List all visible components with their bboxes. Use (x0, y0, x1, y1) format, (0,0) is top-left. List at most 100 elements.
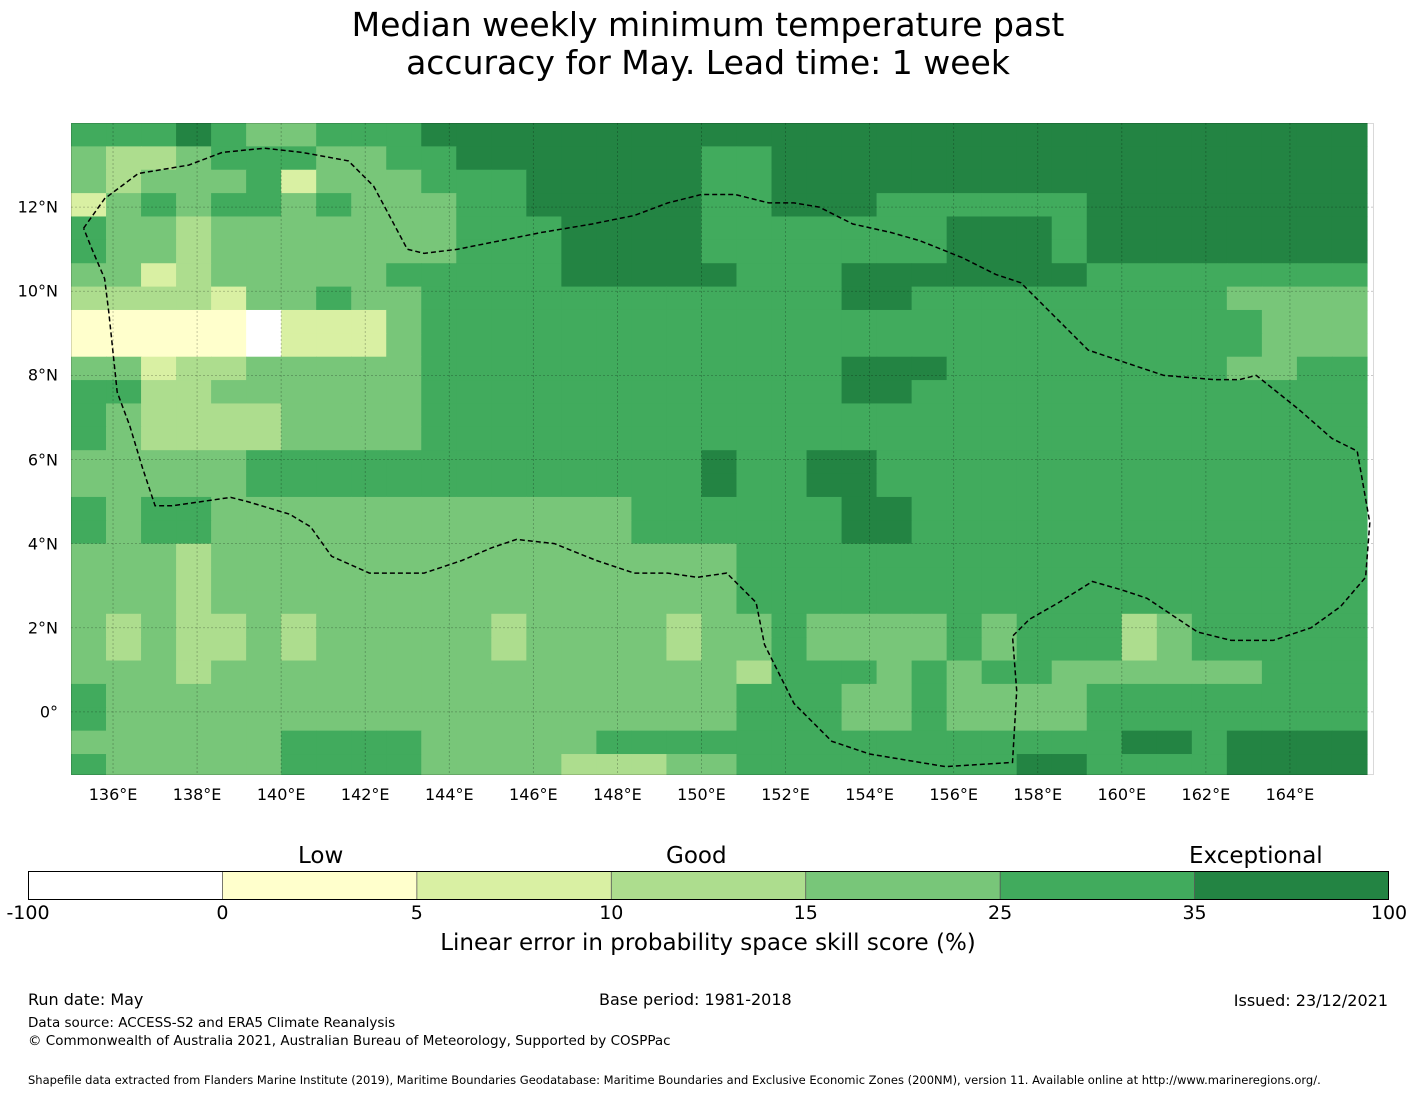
heatmap-cell (1016, 146, 1053, 171)
heatmap-cell (1156, 403, 1193, 428)
heatmap-cell (386, 730, 422, 755)
colorbar-segment (611, 871, 807, 900)
heatmap-cell (246, 333, 282, 358)
heatmap-cell (701, 613, 738, 638)
heatmap-cell (666, 356, 703, 381)
category-label-exceptional: Exceptional (1189, 843, 1323, 869)
heatmap-cell (141, 403, 177, 428)
heatmap-cell (736, 567, 773, 592)
heatmap-cell (1261, 543, 1298, 568)
heatmap-cell (841, 637, 878, 662)
heatmap-cell (1331, 193, 1368, 218)
heatmap-cell (1016, 496, 1053, 521)
heatmap-cell (1261, 426, 1298, 451)
heatmap-cell (911, 403, 948, 428)
heatmap-cell (666, 380, 703, 405)
heatmap-cell (736, 169, 773, 194)
heatmap-cell (701, 169, 738, 194)
heatmap-cell (526, 309, 562, 334)
heatmap-map (71, 123, 1374, 776)
heatmap-cell (666, 146, 703, 171)
heatmap-cell (141, 286, 177, 311)
heatmap-cell (1016, 520, 1053, 545)
heatmap-cell (911, 520, 948, 545)
heatmap-cell (281, 263, 317, 288)
heatmap-cell (981, 403, 1018, 428)
heatmap-cell (1086, 356, 1123, 381)
heatmap-cell (701, 263, 738, 288)
heatmap-cell (911, 193, 948, 218)
heatmap-cell (176, 520, 212, 545)
heatmap-cell (491, 567, 527, 592)
heatmap-cell (596, 263, 633, 288)
heatmap-cell (316, 590, 352, 615)
heatmap-cell (561, 169, 597, 194)
heatmap-cell (1051, 309, 1088, 334)
heatmap-cell (246, 239, 282, 264)
heatmap-cell (1121, 169, 1158, 194)
heatmap-cell (596, 146, 633, 171)
heatmap-cell (1121, 123, 1158, 147)
heatmap-cell (1086, 239, 1123, 264)
heatmap-cell (1086, 123, 1123, 147)
heatmap-cell (141, 356, 177, 381)
heatmap-cell (561, 146, 597, 171)
heatmap-cell (211, 590, 247, 615)
heatmap-cell (1226, 333, 1263, 358)
heatmap-cell (456, 356, 492, 381)
heatmap-cell (666, 216, 703, 241)
heatmap-cell (666, 286, 703, 311)
heatmap-cell (316, 193, 352, 218)
heatmap-cell (351, 286, 387, 311)
heatmap-cell (421, 333, 457, 358)
heatmap-cell (1331, 333, 1368, 358)
heatmap-cell (666, 520, 703, 545)
heatmap-cell (946, 356, 983, 381)
heatmap-cell (596, 590, 633, 615)
heatmap-cell (491, 590, 527, 615)
heatmap-cell (561, 193, 597, 218)
heatmap-cell (1261, 730, 1298, 755)
heatmap-cell (736, 286, 773, 311)
heatmap-cell (701, 426, 738, 451)
heatmap-cell (176, 216, 212, 241)
heatmap-cell (456, 169, 492, 194)
heatmap-cell (666, 590, 703, 615)
heatmap-cell (71, 637, 107, 662)
heatmap-cell (1121, 146, 1158, 171)
heatmap-cell (596, 567, 633, 592)
heatmap-cell (141, 520, 177, 545)
heatmap-cell (1016, 660, 1053, 685)
heatmap-cell (526, 613, 562, 638)
heatmap-cell (771, 450, 808, 475)
heatmap-cell (1156, 216, 1193, 241)
x-tick-label: 160°E (1097, 785, 1147, 804)
heatmap-cell (1226, 286, 1263, 311)
heatmap-cell (211, 356, 247, 381)
heatmap-cell (1121, 613, 1158, 638)
heatmap-cell (456, 683, 492, 708)
heatmap-cell (911, 590, 948, 615)
heatmap-cell (841, 754, 878, 776)
heatmap-cell (1086, 169, 1123, 194)
heatmap-cell (666, 169, 703, 194)
heatmap-cell (596, 169, 633, 194)
heatmap-cell (246, 613, 282, 638)
heatmap-cell (281, 123, 317, 147)
heatmap-cell (561, 450, 597, 475)
heatmap-cell (981, 286, 1018, 311)
heatmap-cell (1226, 590, 1263, 615)
heatmap-cell (1331, 707, 1368, 732)
heatmap-cell (1226, 263, 1263, 288)
heatmap-cell (176, 754, 212, 776)
heatmap-cell (701, 683, 738, 708)
heatmap-cell (736, 403, 773, 428)
heatmap-cell (1156, 567, 1193, 592)
heatmap-cell (911, 496, 948, 521)
heatmap-cell (666, 450, 703, 475)
heatmap-cell (596, 707, 633, 732)
heatmap-cell (736, 216, 773, 241)
heatmap-cell (1086, 590, 1123, 615)
heatmap-cell (456, 380, 492, 405)
heatmap-cell (491, 496, 527, 521)
